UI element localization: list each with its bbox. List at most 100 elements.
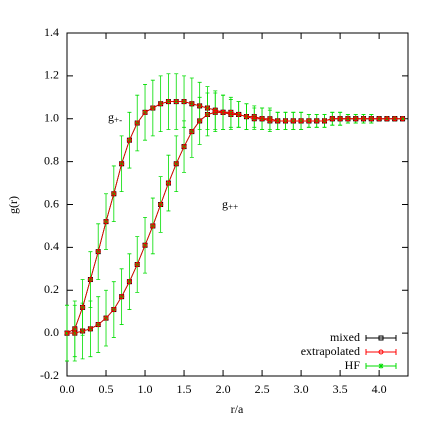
marker [189,101,195,107]
series-line [66,101,403,334]
x-tick-label: 0.0 [60,382,75,396]
marker [95,249,101,255]
legend-marker [378,363,384,369]
marker [282,118,288,124]
marker [298,118,304,124]
y-tick-label: 0.0 [44,325,59,339]
marker [111,191,117,197]
marker [134,262,140,268]
marker [392,116,398,122]
x-axis-label: r/a [231,402,244,416]
marker [142,109,148,115]
series-line [67,111,403,334]
series-line [66,101,403,334]
marker [368,116,374,122]
legend-marker [378,349,384,355]
x-tick-label: 1.0 [138,382,153,396]
x-tick-label: 0.5 [99,382,114,396]
marker [189,129,195,135]
marker [243,114,249,120]
marker [400,116,406,122]
y-tick-label: -0.2 [40,368,59,382]
marker [126,279,132,285]
marker [181,99,187,105]
marker [353,116,359,122]
y-tick-label: 0.4 [44,239,59,253]
marker [173,161,179,167]
y-tick-label: 1.2 [44,68,59,82]
marker [267,118,273,124]
marker [80,304,86,310]
marker [204,105,210,111]
marker [119,161,125,167]
x-tick-label: 4.0 [372,382,387,396]
marker [259,116,265,122]
marker [275,118,281,124]
marker [181,144,187,150]
marker [64,330,70,336]
marker [228,109,234,115]
marker [158,101,164,107]
annotation-text: g [222,197,228,211]
marker [165,180,171,186]
marker [103,315,109,321]
marker [173,99,179,105]
x-tick-label: 3.5 [333,382,348,396]
marker [197,103,203,109]
marker [306,118,312,124]
series-line [66,101,403,334]
marker [150,223,156,229]
marker [103,219,109,225]
marker [251,116,257,122]
marker [134,120,140,126]
x-tick-label: 1.5 [177,382,192,396]
legend-line [365,335,397,341]
legend-marker [378,335,384,341]
marker [236,111,242,117]
annotation-sub: +- [114,115,122,125]
annotation-text: g [108,110,114,124]
y-tick-label: 1.4 [44,25,59,39]
x-tick-label: 2.0 [216,382,231,396]
marker [400,116,406,122]
marker [314,118,320,124]
marker [329,116,335,122]
series-line [67,111,403,334]
marker [197,118,203,124]
legend-line [365,349,397,355]
marker [322,118,328,124]
marker [384,116,390,122]
plot-frame [66,32,409,377]
legend-label: extrapolated [301,344,360,358]
marker [87,277,93,283]
marker [376,116,382,122]
y-tick-label: 0.8 [44,153,59,167]
y-tick-label: 1.0 [44,111,59,125]
marker [337,116,343,122]
annotation-sub: ++ [228,202,238,212]
marker [87,326,93,332]
x-tick-label: 3.0 [294,382,309,396]
annotation: g+- [108,110,122,125]
marker [158,202,164,207]
marker [212,109,218,115]
series-line [67,111,403,334]
marker [126,137,132,143]
y-tick-label: 0.6 [44,196,59,210]
annotation: g++ [222,197,238,212]
legend-label: HF [345,358,361,372]
marker [111,307,117,313]
marker [95,322,101,328]
marker [290,118,296,124]
y-axis-label: g(r) [6,196,20,214]
marker [165,99,171,105]
marker [220,109,226,115]
legend-label: mixed [330,330,360,344]
marker [119,294,125,300]
marker [142,242,148,248]
y-tick-label: 0.2 [44,282,59,296]
marker [72,330,78,336]
x-tick-label: 2.5 [255,382,270,396]
marker [361,116,367,122]
